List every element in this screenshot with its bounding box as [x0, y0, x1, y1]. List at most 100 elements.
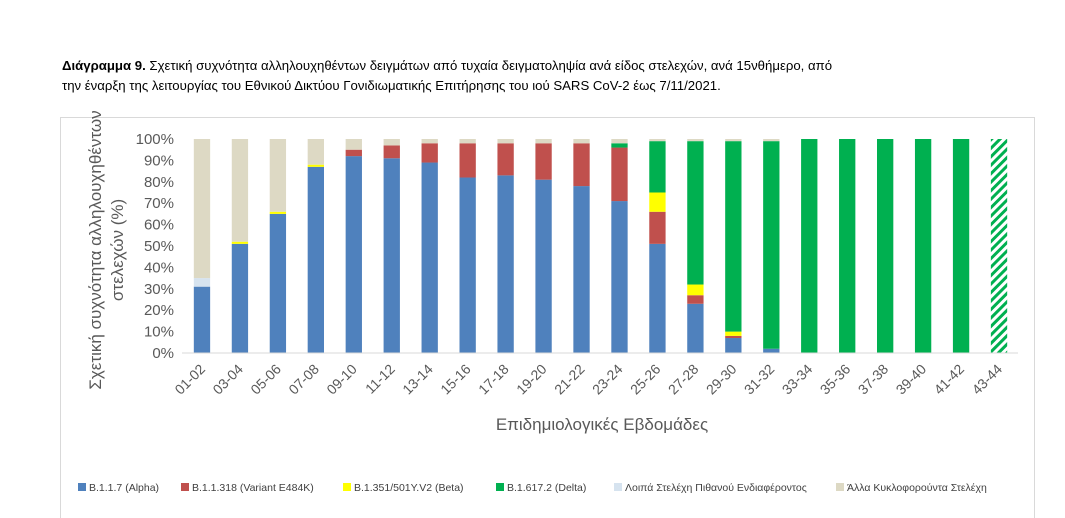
x-tick-label: 05-06	[247, 361, 284, 398]
bar-segment	[459, 177, 476, 353]
bar-segment	[307, 164, 324, 167]
bar-segment	[649, 211, 666, 244]
y-tick-label: 90%	[144, 152, 174, 169]
legend-label: B.1.351/501Y.V2 (Beta)	[354, 482, 464, 494]
bar-segment	[459, 139, 476, 144]
x-tick-label: 19-20	[513, 361, 550, 398]
bar-segment	[877, 139, 894, 353]
bar-segment	[611, 201, 628, 353]
bar-segment	[763, 348, 780, 353]
bar-segment	[611, 139, 628, 144]
legend-swatch	[836, 483, 844, 491]
x-tick-label: 09-10	[323, 361, 360, 398]
bar-segment	[193, 286, 211, 353]
x-tick-label: 43-44	[969, 361, 1006, 398]
x-tick-label: 27-28	[665, 361, 702, 398]
bar-segment	[497, 143, 514, 176]
y-tick-label: 30%	[144, 281, 174, 298]
bar-segment	[725, 141, 742, 332]
bar-segment	[497, 139, 514, 144]
caption-text-line1: Σχετική συχνότητα αλληλουχηθέντων δειγμά…	[145, 58, 833, 73]
x-tick-label: 21-22	[551, 361, 588, 398]
x-tick-label: 31-32	[741, 361, 778, 398]
bar-segment	[687, 303, 704, 353]
x-tick-label: 15-16	[437, 361, 474, 398]
bar-segment	[990, 139, 1008, 353]
bar-segment	[269, 139, 287, 212]
caption-text-line2: την έναρξη της λειτουργίας του Εθνικού Δ…	[62, 78, 721, 93]
bar-segment	[421, 162, 438, 353]
bar-segment	[611, 143, 628, 148]
bar-segment	[535, 139, 552, 144]
legend-label: Λοιπά Στελέχη Πιθανού Ενδιαφέροντος	[625, 482, 807, 494]
x-tick-label: 23-24	[589, 361, 626, 398]
bar-segment	[231, 243, 249, 353]
x-tick-label: 17-18	[475, 361, 512, 398]
bar-segment	[763, 141, 780, 349]
x-tick-label: 39-40	[893, 361, 930, 398]
bar-segment	[269, 213, 287, 353]
y-tick-label: 10%	[144, 324, 174, 341]
y-tick-label: 0%	[152, 345, 174, 362]
bar-segment	[421, 143, 438, 163]
bar-segment	[345, 139, 362, 150]
y-axis-label-line: Σχετική συχνότητα αλληλουχηθέντων	[86, 110, 105, 389]
bar-segment	[497, 175, 514, 353]
bar-segment	[573, 139, 590, 144]
x-tick-label: 25-26	[627, 361, 664, 398]
legend-swatch	[181, 483, 189, 491]
legend-swatch	[343, 483, 351, 491]
bar-segment	[725, 338, 742, 353]
x-tick-label: 03-04	[209, 361, 246, 398]
y-tick-label: 20%	[144, 302, 174, 319]
bar-segment	[611, 147, 628, 202]
bar-segment	[573, 143, 590, 187]
bar-segment	[459, 143, 476, 178]
bar-segment	[914, 139, 932, 353]
bar-segment	[421, 139, 438, 144]
bar-segment	[725, 331, 742, 336]
bar-segment	[573, 186, 590, 353]
bar-segment	[193, 139, 211, 279]
bar-segment	[649, 243, 666, 353]
bar-segment	[345, 156, 362, 353]
x-tick-label: 01-02	[171, 361, 208, 398]
bar-segment	[535, 179, 552, 353]
figure-caption: Διάγραμμα 9. Σχετική συχνότητα αλληλουχη…	[62, 56, 1022, 96]
x-tick-label: 13-14	[399, 361, 436, 398]
y-tick-label: 40%	[144, 259, 174, 276]
x-tick-label: 33-34	[779, 361, 816, 398]
chart-frame	[60, 117, 1035, 518]
bar-segment	[383, 145, 400, 159]
bar-segment	[687, 139, 704, 142]
bar-segment	[687, 295, 704, 304]
bar-segment	[649, 141, 666, 193]
x-axis-label: Επιδημιολογικές Εβδομάδες	[496, 415, 708, 434]
x-tick-label: 11-12	[362, 361, 398, 397]
bar-segment	[231, 139, 249, 242]
bar-segment	[307, 139, 324, 165]
legend-label: B.1.1.7 (Alpha)	[89, 482, 159, 494]
y-tick-label: 80%	[144, 174, 174, 191]
bar-segment	[383, 139, 400, 146]
bar-segment	[687, 141, 704, 285]
x-tick-label: 07-08	[285, 361, 322, 398]
x-tick-label: 37-38	[855, 361, 892, 398]
bar-segment	[725, 335, 742, 339]
bar-segment	[269, 211, 287, 214]
legend-label: B.1.1.318 (Variant E484K)	[192, 482, 314, 494]
caption-label: Διάγραμμα 9.	[62, 58, 146, 73]
bar-segment	[763, 139, 780, 142]
bar-segment	[952, 139, 970, 353]
x-tick-label: 29-30	[703, 361, 740, 398]
x-tick-label: 41-42	[931, 361, 968, 398]
y-tick-label: 100%	[136, 131, 174, 148]
bar-segment	[383, 158, 400, 353]
bar-segment	[649, 192, 666, 212]
legend-swatch	[614, 483, 622, 491]
bar-segment	[535, 143, 552, 180]
y-tick-label: 60%	[144, 217, 174, 234]
bar-segment	[193, 278, 211, 287]
bar-segment	[307, 166, 324, 353]
